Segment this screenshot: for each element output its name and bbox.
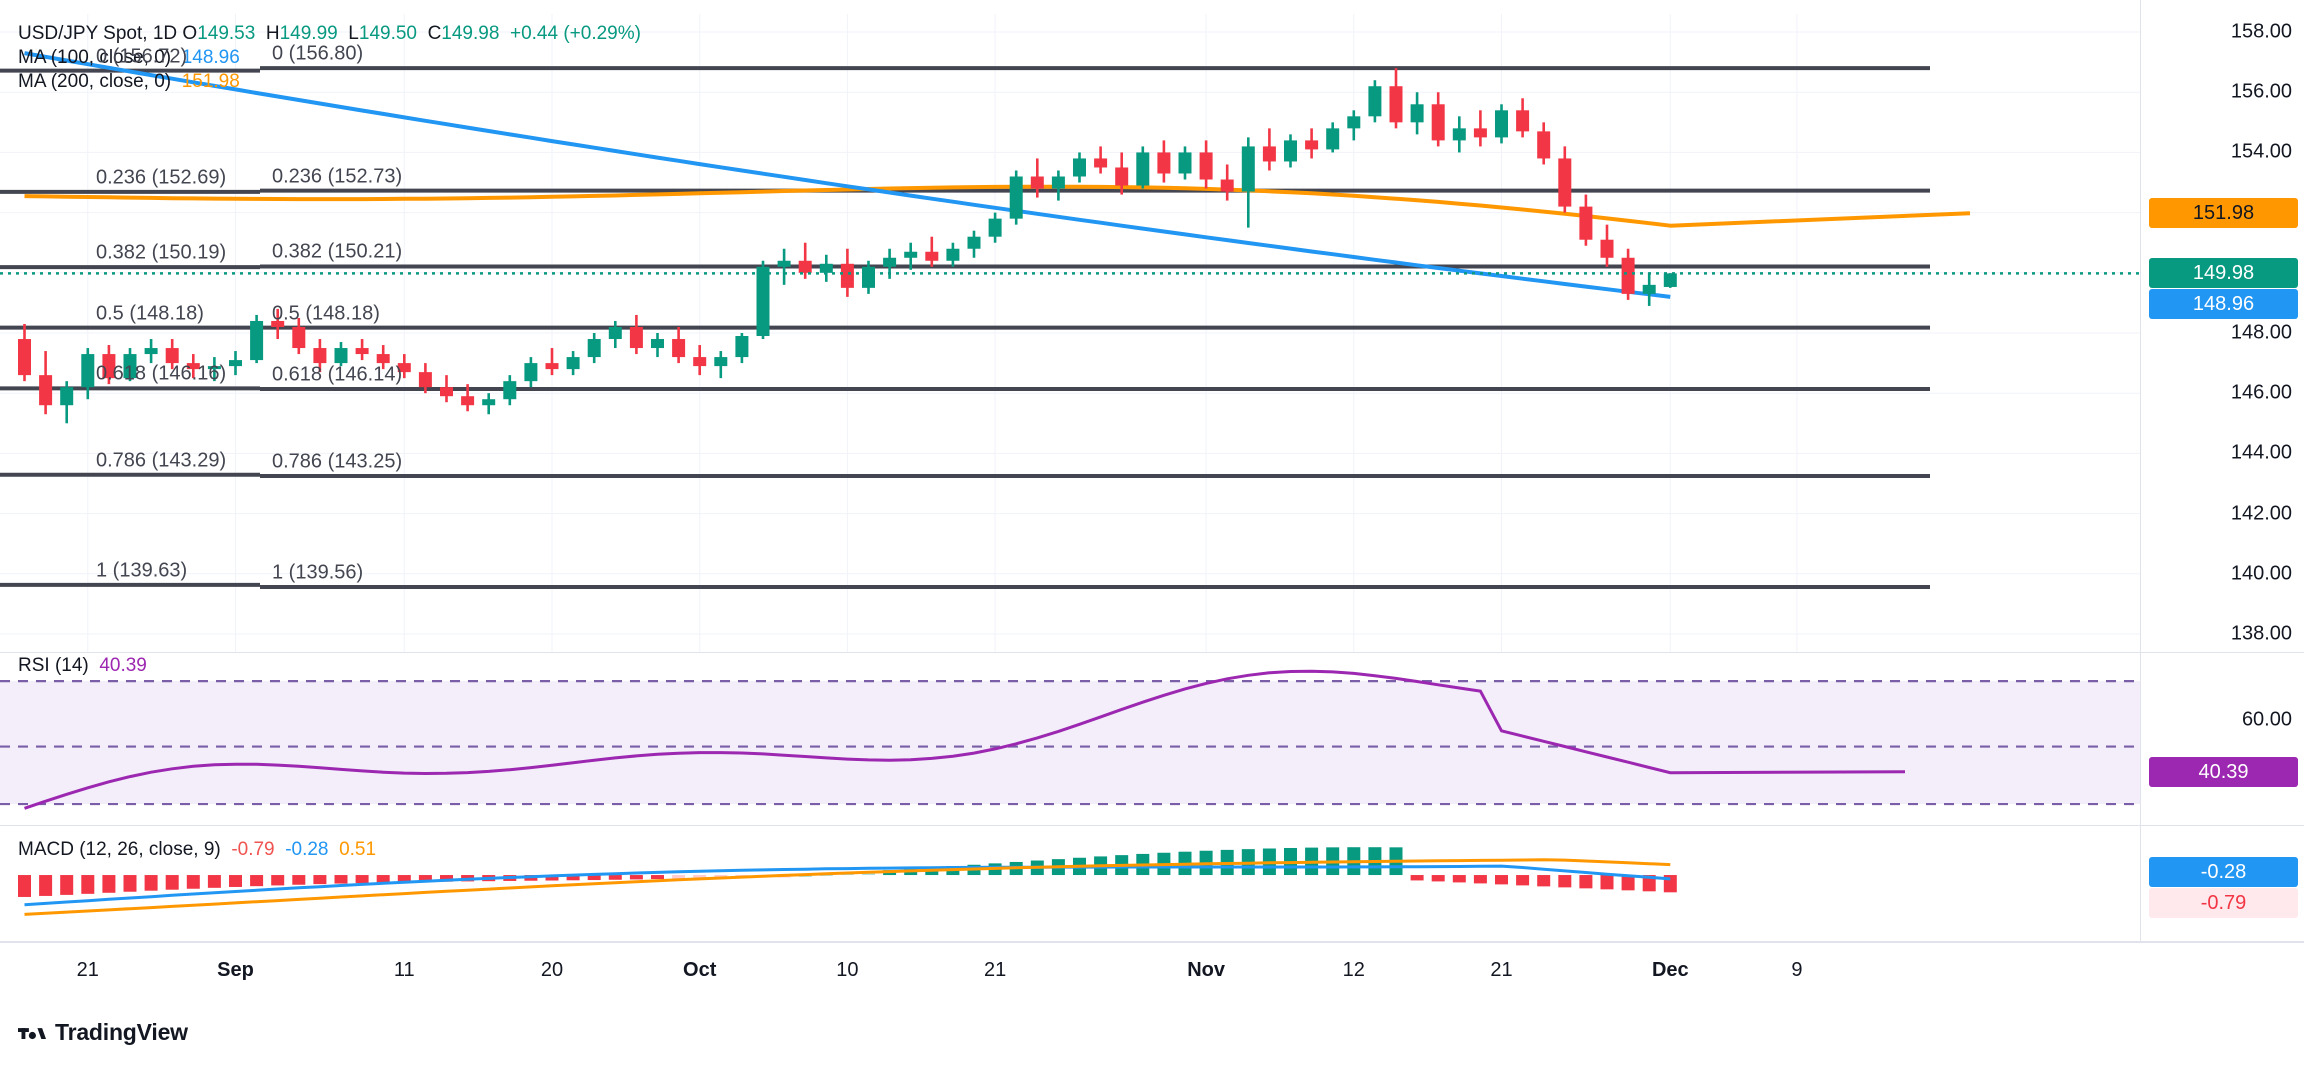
ma200-tag[interactable]: 151.98	[2149, 198, 2298, 229]
macd-legend[interactable]: MACD (12, 26, close, 9) -0.79 -0.28 0.51	[18, 839, 376, 861]
rsi-pane[interactable]	[0, 655, 2140, 825]
ma100-tag[interactable]: 148.96	[2149, 289, 2298, 320]
ma100-label: MA (100, close, 0)	[18, 47, 172, 68]
legend-h-label: H	[265, 23, 280, 44]
rsi-value-tag[interactable]: 40.39	[2149, 756, 2298, 787]
legend-c-value: 149.98	[441, 23, 500, 44]
legend-l-value: 149.50	[358, 23, 417, 44]
rsi-label: RSI (14)	[18, 655, 89, 676]
fib-label-left-0_786: 0.786 (143.29)	[96, 449, 227, 472]
time-axis-tick-21: 21	[1490, 959, 1513, 981]
price-axis[interactable]: 158.00 156.00 154.00 148.00 146.00 144.00 142.…	[2140, 0, 2304, 942]
price-chart-canvas[interactable]	[0, 14, 2140, 652]
ma200-value: 151.98	[181, 71, 240, 92]
pane-separator	[0, 652, 2304, 653]
rsi-legend[interactable]: RSI (14) 40.39	[18, 655, 147, 677]
ma200-legend[interactable]: MA (200, close, 0) 151.98	[18, 71, 240, 93]
legend-change: +0.44 (+0.29%)	[509, 23, 641, 44]
macd-label: MACD (12, 26, close, 9)	[18, 839, 221, 860]
fib-label-left-0_5: 0.5 (148.18)	[96, 302, 204, 325]
rsi-axis-tick-60: 60.00	[2241, 708, 2292, 731]
time-axis-tick-21: 21	[983, 959, 1007, 981]
price-axis-tick-144_00: 144.00	[2230, 441, 2292, 464]
fib-label-right-0_618: 0.618 (146.14)	[272, 363, 403, 386]
legend-interval[interactable]: 1D	[152, 23, 178, 44]
macd-pane[interactable]	[0, 828, 2140, 940]
fib-label-left-0_236: 0.236 (152.69)	[96, 166, 227, 189]
pane-separator	[0, 825, 2304, 826]
macd-hist-value: -0.79	[231, 839, 275, 860]
fib-label-right-0_786: 0.786 (143.25)	[272, 450, 403, 473]
time-axis-tick-oct: Oct	[683, 959, 717, 981]
legend-c-label: C	[427, 23, 442, 44]
last-price-tag[interactable]: 149.98	[2149, 258, 2298, 289]
price-axis-tick-142_00: 142.00	[2230, 502, 2292, 525]
tradingview-brand[interactable]: TradingView	[18, 1018, 188, 1046]
time-axis-tick-9: 9	[1791, 959, 1803, 981]
price-axis-tick-158_00: 158.00	[2230, 20, 2292, 43]
time-axis-tick-12: 12	[1342, 959, 1365, 981]
macd-chart-canvas[interactable]	[0, 828, 2140, 940]
time-axis-tick-21: 21	[76, 959, 99, 981]
time-axis-tick-nov: Nov	[1187, 959, 1225, 981]
price-axis-tick-154_00: 154.00	[2230, 140, 2292, 163]
tradingview-brand-label: TradingView	[55, 1018, 188, 1045]
ma200-label: MA (200, close, 0)	[18, 71, 172, 92]
price-axis-tick-148_00: 148.00	[2230, 321, 2292, 344]
macd-hist-tag[interactable]: -0.79	[2149, 888, 2298, 918]
time-axis-tick-20: 20	[540, 959, 564, 981]
rsi-chart-canvas[interactable]	[0, 655, 2140, 825]
legend-symbol[interactable]: USD/JPY Spot	[18, 23, 143, 44]
price-axis-tick-140_00: 140.00	[2230, 562, 2292, 585]
time-axis-tick-10: 10	[836, 959, 859, 981]
fib-label-right-1: 1 (139.56)	[272, 561, 364, 584]
pane-separator	[0, 941, 2304, 942]
macd-line-tag[interactable]: -0.28	[2149, 857, 2298, 887]
rsi-value: 40.39	[99, 655, 147, 676]
fib-label-left-0_382: 0.382 (150.19)	[96, 241, 227, 264]
macd-signal-value: 0.51	[339, 839, 377, 860]
price-axis-tick-146_00: 146.00	[2230, 381, 2292, 404]
legend-o-value: 149.53	[197, 23, 256, 44]
tradingview-logo-icon	[18, 1028, 46, 1040]
legend-l-label: L	[348, 23, 359, 44]
legend-o-label: O	[182, 23, 198, 44]
price-axis-tick-138_00: 138.00	[2230, 622, 2292, 645]
time-axis-tick-sep: Sep	[217, 959, 254, 981]
macd-line-value: -0.28	[285, 839, 329, 860]
legend-h-value: 149.99	[279, 23, 338, 44]
price-axis-tick-156_00: 156.00	[2230, 80, 2292, 103]
fib-label-left-0: 0 (156.72)	[96, 45, 188, 68]
ma100-value: 148.96	[181, 47, 240, 68]
fib-label-right-0_382: 0.382 (150.21)	[272, 240, 403, 263]
fib-label-left-1: 1 (139.63)	[96, 559, 188, 582]
time-axis-tick-dec: Dec	[1651, 959, 1689, 981]
ma100-legend[interactable]: MA (100, close, 0) 148.96	[18, 47, 240, 69]
fib-label-right-0_5: 0.5 (148.18)	[272, 302, 380, 325]
price-legend[interactable]: USD/JPY Spot, 1D O149.53 H149.99 L149.50…	[18, 23, 641, 44]
time-axis[interactable]: 21 Sep 11 20 Oct 10 21 Nov 12 21 Dec 9	[0, 942, 2304, 1002]
fib-label-right-0: 0 (156.80)	[272, 42, 364, 65]
fib-label-left-0_618: 0.618 (146.16)	[96, 362, 227, 385]
price-pane[interactable]	[0, 14, 2140, 652]
fib-label-right-0_236: 0.236 (152.73)	[272, 165, 403, 188]
time-axis-tick-11: 11	[393, 959, 415, 981]
